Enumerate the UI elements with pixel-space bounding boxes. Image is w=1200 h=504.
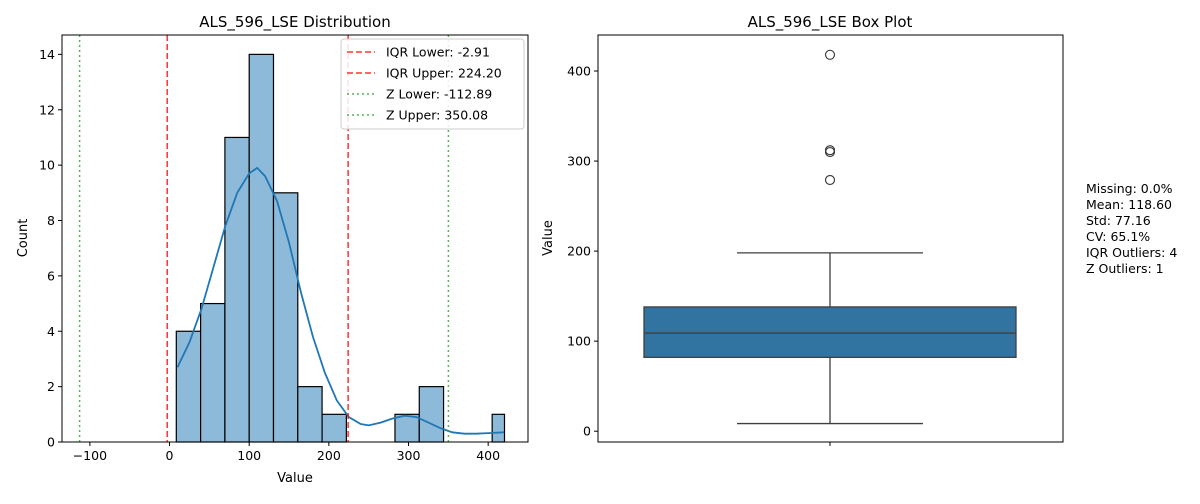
y-tick-label: 8	[47, 213, 55, 228]
x-tick-label: 300	[397, 448, 421, 463]
histogram-bar	[394, 413, 420, 443]
y-tick-label: 0	[47, 435, 55, 450]
stats-cv: CV: 65.1%	[1086, 229, 1150, 244]
y-tick-label: 4	[47, 324, 55, 339]
y-tick-label: 14	[39, 47, 55, 62]
histogram-bar	[321, 413, 347, 443]
x-tick-label: 100	[237, 448, 261, 463]
stats-missing: Missing: 0.0%	[1086, 181, 1173, 196]
boxplot-plot-area: 0 100 200 300 400	[567, 34, 1064, 446]
histogram-axes-frame	[61, 34, 529, 443]
y-tick-label: 300	[567, 154, 591, 169]
boxplot-y-axis-label: Value	[541, 220, 556, 256]
histogram-bar	[224, 136, 250, 443]
histogram-bar	[418, 386, 445, 443]
stats-iqr-outliers: IQR Outliers: 4	[1086, 245, 1177, 260]
y-tick-label: 0	[583, 424, 591, 439]
legend-label: IQR Lower: -2.91	[386, 45, 490, 60]
stats-annotation: Missing: 0.0% Mean: 118.60 Std: 77.16 CV…	[1086, 181, 1177, 276]
x-tick-label: 0	[166, 448, 174, 463]
histogram-bar	[248, 53, 275, 443]
kde-line	[176, 166, 505, 435]
x-tick-label: 400	[476, 448, 500, 463]
outlier-point	[824, 145, 836, 156]
y-tick-label: 100	[567, 334, 591, 349]
histogram-bar	[491, 413, 506, 443]
histogram-panel: ALS_596_LSE Distribution −100 0 100 200 300 4…	[16, 13, 529, 486]
y-tick-label: 400	[567, 64, 591, 79]
y-tick-label: 10	[39, 158, 55, 173]
stats-mean: Mean: 118.60	[1086, 197, 1172, 212]
legend-label: Z Lower: -112.89	[386, 87, 492, 102]
histogram-bar	[200, 302, 226, 443]
legend-label: Z Upper: 350.08	[386, 108, 488, 123]
x-tick-label: 200	[317, 448, 341, 463]
iqr-box	[643, 306, 1017, 359]
y-tick-label: 200	[567, 244, 591, 259]
histogram-legend: IQR Lower: -2.91 IQR Upper: 224.20 Z Lower…	[340, 38, 525, 130]
legend-label: IQR Upper: 224.20	[386, 66, 502, 81]
histogram-title: ALS_596_LSE Distribution	[199, 13, 390, 32]
stats-std: Std: 77.16	[1086, 213, 1151, 228]
histogram-x-axis-label: Value	[277, 471, 313, 486]
outlier-point	[824, 174, 836, 186]
stats-z-outliers: Z Outliers: 1	[1086, 261, 1164, 276]
y-tick-label: 2	[47, 379, 55, 394]
y-tick-label: 12	[39, 102, 55, 117]
boxplot-panel: ALS_596_LSE Box Plot 0 100 200 300 400 Value	[541, 13, 1064, 446]
y-tick-label: 6	[47, 268, 55, 283]
histogram-bar	[175, 330, 202, 443]
boxplot-title: ALS_596_LSE Box Plot	[748, 13, 913, 32]
histogram-plot-area: −100 0 100 200 300 400 0 2 4 6 8 10 12 14	[39, 34, 529, 463]
outlier-point	[824, 49, 836, 60]
histogram-y-axis-label: Count	[16, 219, 31, 258]
legend-box	[340, 38, 525, 130]
histogram-bar	[297, 386, 323, 443]
x-tick-label: −100	[73, 448, 107, 463]
